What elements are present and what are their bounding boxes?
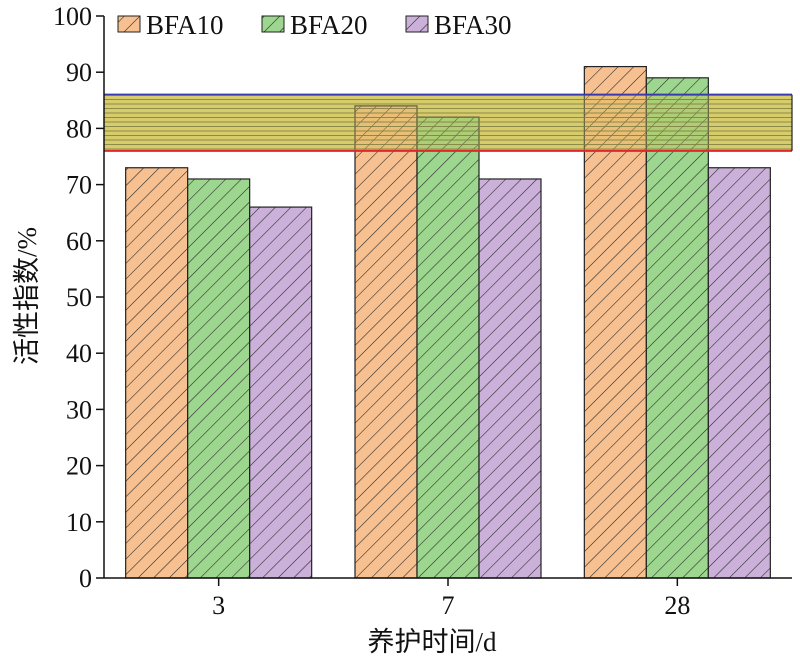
band-hatch: [104, 94, 792, 151]
legend-swatch-hatch-bfa10: [117, 15, 141, 33]
bar-hatch-bfa20-7: [416, 116, 480, 579]
y-tick-label-90: 90: [66, 58, 92, 87]
y-tick-label-50: 50: [66, 283, 92, 312]
legend-label-bfa10: BFA10: [146, 10, 224, 40]
bar-hatch-bfa10-7: [354, 105, 418, 579]
y-tick-label-80: 80: [66, 114, 92, 143]
x-tick-label-7: 7: [442, 591, 455, 620]
legend-swatch-hatch-bfa20: [261, 15, 285, 33]
y-tick-label-20: 20: [66, 452, 92, 481]
bar-hatch-bfa20-28: [645, 77, 709, 579]
legend-label-bfa20: BFA20: [290, 10, 368, 40]
y-tick-label-100: 100: [53, 2, 92, 31]
bar-hatch-bfa30-7: [478, 178, 542, 579]
x-tick-label-3: 3: [212, 591, 225, 620]
legend-label-bfa30: BFA30: [434, 10, 512, 40]
x-axis-label: 养护时间/d: [367, 627, 497, 657]
bar-hatch-bfa20-3: [187, 178, 251, 579]
y-tick-label-0: 0: [79, 564, 92, 593]
y-tick-label-70: 70: [66, 171, 92, 200]
x-tick-label-28: 28: [664, 591, 690, 620]
bar-hatch-bfa30-3: [249, 206, 313, 579]
bar-hatch-bfa30-28: [707, 167, 771, 579]
y-tick-label-10: 10: [66, 508, 92, 537]
legend: BFA10 BFA20 BFA30: [117, 10, 512, 40]
bars: [125, 65, 771, 579]
axes: 0 10 20 30 40 50 60 70 80 90 100 3 7 28: [53, 2, 792, 620]
bar-hatch-bfa10-3: [125, 167, 189, 579]
legend-swatch-hatch-bfa30: [405, 15, 429, 33]
y-tick-label-60: 60: [66, 227, 92, 256]
y-axis-label: 活性指数/%: [12, 227, 42, 365]
y-tick-label-30: 30: [66, 395, 92, 424]
y-tick-label-40: 40: [66, 339, 92, 368]
reference-band-lines: [104, 93, 793, 152]
